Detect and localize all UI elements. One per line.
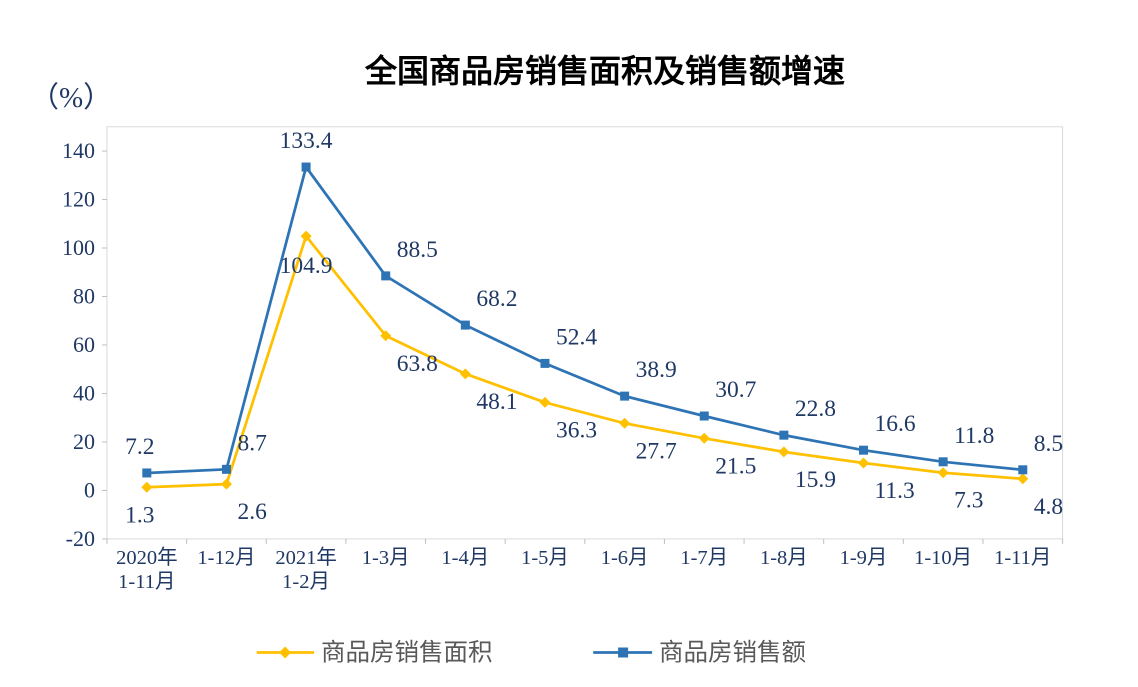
svg-text:1-5月: 1-5月 [521,547,569,569]
svg-text:22.8: 22.8 [795,396,836,422]
svg-text:80: 80 [73,283,95,308]
svg-text:104.9: 104.9 [280,253,333,279]
svg-text:140: 140 [62,138,95,163]
svg-text:4.8: 4.8 [1034,494,1063,520]
svg-text:133.4: 133.4 [280,128,333,154]
svg-text:11.8: 11.8 [954,423,994,449]
svg-text:商品房销售面积: 商品房销售面积 [321,639,493,667]
svg-text:1-11月: 1-11月 [118,571,175,593]
svg-text:48.1: 48.1 [476,389,517,415]
svg-text:11.3: 11.3 [875,478,915,504]
svg-text:2020年: 2020年 [116,546,178,569]
svg-text:20: 20 [73,429,95,454]
svg-text:1-7月: 1-7月 [680,547,728,569]
svg-text:0: 0 [84,477,95,502]
svg-text:8.7: 8.7 [237,430,267,456]
svg-text:68.2: 68.2 [476,286,517,312]
svg-text:1-9月: 1-9月 [840,547,888,569]
svg-text:40: 40 [73,380,95,405]
svg-text:1.3: 1.3 [125,502,154,528]
svg-text:8.5: 8.5 [1034,431,1063,457]
svg-text:88.5: 88.5 [397,237,438,263]
svg-text:7.3: 7.3 [954,488,983,514]
svg-text:2.6: 2.6 [237,499,267,525]
svg-text:15.9: 15.9 [795,467,836,493]
svg-text:63.8: 63.8 [397,351,438,377]
svg-text:1-12月: 1-12月 [197,547,255,569]
svg-text:120: 120 [62,187,95,212]
svg-text:38.9: 38.9 [636,357,677,383]
svg-text:-20: -20 [66,526,95,551]
svg-text:100: 100 [62,235,95,260]
svg-text:30.7: 30.7 [715,377,756,403]
svg-text:60: 60 [73,332,95,357]
svg-text:1-3月: 1-3月 [362,547,410,569]
svg-text:7.2: 7.2 [125,434,154,460]
svg-text:1-6月: 1-6月 [601,547,649,569]
svg-text:1-8月: 1-8月 [760,547,808,569]
svg-text:2021年: 2021年 [275,546,337,569]
svg-text:27.7: 27.7 [636,438,677,464]
svg-text:1-10月: 1-10月 [914,547,972,569]
svg-text:21.5: 21.5 [715,453,756,479]
svg-text:52.4: 52.4 [556,324,597,350]
svg-text:1-11月: 1-11月 [994,547,1051,569]
svg-text:商品房销售额: 商品房销售额 [659,639,806,667]
svg-text:1-4月: 1-4月 [441,547,489,569]
svg-text:1-2月: 1-2月 [282,571,330,593]
svg-text:36.3: 36.3 [556,417,597,443]
svg-text:16.6: 16.6 [875,411,916,437]
